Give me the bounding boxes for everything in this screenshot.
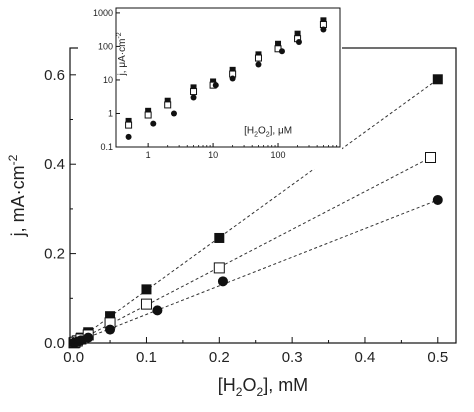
inset-point-filled-circle (295, 39, 302, 46)
inset-point-open-square (144, 111, 152, 119)
inset-point-filled-circle (278, 48, 285, 55)
main-y-tick-label: 0.4 (44, 156, 65, 173)
main-x-tick-label: 0.1 (136, 349, 157, 366)
main-x-tick-label: 0.3 (282, 349, 303, 366)
main-x-tick-label: 0.2 (209, 349, 230, 366)
inset-point-filled-square (275, 40, 282, 47)
inset-y-tick-label: 1 (108, 108, 113, 118)
main-point-filled-square (105, 311, 116, 322)
inset-chart: 1 10 100 0.1 1 10 100 1000 [H2O2], μM j, μA·cm-… (78, 0, 342, 169)
inset-point-filled-circle (255, 61, 262, 68)
inset-point-open-square (190, 88, 198, 96)
main-point-open-square (425, 152, 437, 164)
inset-x-axis-label: [H2O2], μM (244, 126, 292, 139)
main-point-filled-circle (83, 332, 94, 343)
inset-point-filled-square (229, 66, 236, 73)
inset-point-filled-square (294, 30, 301, 37)
inset-point-filled-square (125, 117, 132, 124)
main-point-filled-circle (105, 324, 116, 335)
inset-point-open-square (164, 101, 172, 109)
main-point-filled-circle (217, 276, 228, 287)
inset-point-filled-circle (320, 26, 327, 33)
main-fit-line-filled-circle (73, 199, 438, 344)
inset-point-filled-circle (125, 133, 132, 140)
main-x-tick-label: 0.4 (355, 349, 376, 366)
inset-point-filled-circle (229, 75, 236, 82)
main-chart: 0.0 0.1 0.2 0.3 0.4 0.5 0.0 0.2 0.4 0.6 [H2O2], m… (6, 47, 457, 399)
inset-point-filled-circle (170, 110, 177, 117)
inset-point-filled-square (255, 51, 262, 58)
inset-point-filled-circle (150, 120, 157, 127)
inset-point-filled-square (210, 78, 217, 85)
inset-point-filled-circle (212, 82, 219, 89)
main-x-axis-label: [H2O2], mM (218, 375, 308, 399)
main-point-filled-circle (152, 305, 163, 316)
inset-y-tick-label: 10 (103, 75, 113, 85)
inset-plot-frame (115, 7, 341, 148)
main-point-filled-circle (432, 194, 443, 205)
main-fit-line-open-square (73, 157, 431, 344)
main-axis-ticks: 0.0 0.1 0.2 0.3 0.4 0.5 0.0 0.2 0.4 0.6 (44, 67, 448, 366)
main-y-tick-label: 0.0 (44, 335, 65, 352)
inset-point-open-square (254, 54, 262, 62)
inset-point-filled-square (145, 107, 152, 114)
inset-point-filled-square (164, 97, 171, 104)
main-point-open-square (213, 262, 225, 274)
inset-point-open-square (125, 121, 133, 129)
main-y-axis-label: j, mA·cm-2 (6, 154, 28, 237)
main-point-filled-square (214, 232, 225, 243)
main-fit-line-filled-square (73, 78, 439, 344)
inset-data-points (125, 17, 327, 140)
inset-y-tick-label: 1000 (93, 8, 113, 18)
main-point-open-square (140, 298, 152, 310)
main-point-filled-square (141, 284, 152, 295)
inset-point-filled-circle (190, 94, 197, 101)
inset-y-axis-label: j, μA·cm-2 (116, 32, 128, 76)
main-x-tick-label: 0.5 (427, 349, 448, 366)
inset-y-tick-label: 0.1 (100, 142, 113, 152)
inset-x-tick-label: 10 (208, 150, 218, 160)
main-point-filled-square (432, 74, 443, 85)
main-y-tick-label: 0.6 (44, 67, 65, 84)
main-y-tick-label: 0.2 (44, 246, 65, 263)
main-x-tick-label: 0.0 (63, 349, 84, 366)
inset-y-tick-label: 100 (98, 41, 113, 51)
inset-point-filled-square (190, 84, 197, 91)
inset-x-tick-label: 100 (271, 150, 286, 160)
inset-axis-ticks: 1 10 100 0.1 1 10 100 1000 (93, 8, 341, 160)
main-fit-lines (73, 78, 439, 344)
inset-x-tick-label: 1 (146, 150, 151, 160)
inset-point-filled-square (320, 17, 327, 24)
